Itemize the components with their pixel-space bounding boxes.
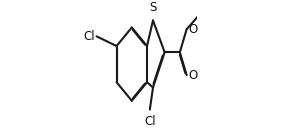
Text: Cl: Cl (144, 115, 156, 128)
Text: O: O (189, 23, 198, 36)
Text: Cl: Cl (84, 30, 95, 43)
Text: S: S (150, 1, 157, 14)
Text: O: O (189, 69, 198, 82)
